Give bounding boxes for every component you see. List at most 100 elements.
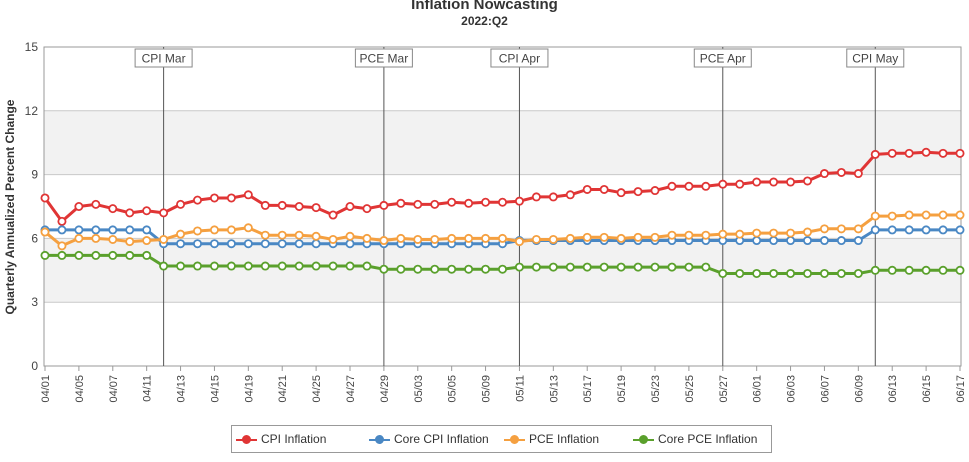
legend-item-core-cpi[interactable]: Core CPI Inflation	[369, 432, 489, 446]
data-point	[548, 262, 558, 272]
data-point	[345, 261, 355, 271]
legend-marker-icon	[236, 434, 257, 444]
data-point	[616, 188, 626, 198]
data-point	[786, 228, 796, 238]
data-point	[345, 231, 355, 241]
data-point	[481, 233, 491, 243]
data-point	[633, 232, 643, 242]
data-point	[345, 201, 355, 211]
legend-marker-icon	[369, 434, 390, 444]
data-point	[921, 225, 931, 235]
data-point	[413, 199, 423, 209]
data-point	[209, 239, 219, 249]
legend-item-pce[interactable]: PCE Inflation	[504, 432, 600, 446]
data-point	[667, 181, 677, 191]
data-point	[870, 225, 880, 235]
data-point	[836, 268, 846, 278]
data-point	[40, 227, 50, 237]
data-point	[803, 268, 813, 278]
release-label: CPI Mar	[142, 52, 186, 66]
data-point	[514, 262, 524, 272]
legend-item-cpi[interactable]: CPI Inflation	[236, 432, 327, 446]
data-point	[819, 268, 829, 278]
data-point	[786, 177, 796, 187]
data-point	[413, 264, 423, 274]
data-point	[328, 234, 338, 244]
data-point	[294, 239, 304, 249]
data-point	[938, 265, 948, 275]
x-tick-label: 04/25	[311, 375, 323, 403]
data-point	[481, 197, 491, 207]
data-point	[379, 236, 389, 246]
data-point	[887, 265, 897, 275]
data-point	[209, 193, 219, 203]
data-point	[125, 208, 135, 218]
data-point	[413, 234, 423, 244]
x-tick-label: 06/15	[921, 375, 933, 403]
data-point	[176, 239, 186, 249]
x-tick-label: 04/29	[379, 375, 391, 403]
legend-label: PCE Inflation	[527, 432, 600, 446]
data-point	[142, 225, 152, 235]
data-point	[91, 233, 101, 243]
legend-item-core-pce[interactable]: Core PCE Inflation	[633, 432, 758, 446]
data-point	[735, 179, 745, 189]
x-tick-label: 04/27	[345, 375, 357, 403]
data-point	[921, 265, 931, 275]
data-point	[176, 261, 186, 271]
data-point	[379, 264, 389, 274]
data-point	[430, 234, 440, 244]
data-point	[159, 208, 169, 218]
x-tick-label: 05/27	[718, 375, 730, 403]
data-point	[125, 250, 135, 260]
legend-marker-icon	[504, 434, 525, 444]
data-point	[684, 262, 694, 272]
data-point	[108, 204, 118, 214]
data-point	[633, 262, 643, 272]
data-point	[904, 148, 914, 158]
data-point	[260, 239, 270, 249]
data-point	[497, 264, 507, 274]
data-point	[938, 210, 948, 220]
data-point	[769, 268, 779, 278]
line-chart: 0 3 6 9 12 15 04/01 04/05 04/07 04/11 04/13 04/15 04…	[25, 40, 967, 403]
y-tick-label: 15	[25, 40, 39, 54]
x-tick-label: 06/03	[786, 375, 798, 403]
data-point	[277, 261, 287, 271]
data-point	[159, 261, 169, 271]
data-point	[176, 229, 186, 239]
plot-border	[43, 46, 962, 367]
data-point	[853, 236, 863, 246]
data-point	[260, 200, 270, 210]
data-point	[328, 210, 338, 220]
data-point	[311, 239, 321, 249]
data-point	[57, 216, 67, 226]
data-point	[887, 211, 897, 221]
x-tick-label: 06/07	[819, 375, 831, 403]
release-label: CPI Apr	[499, 52, 540, 66]
data-point	[142, 236, 152, 246]
data-point	[226, 225, 236, 235]
data-point	[819, 169, 829, 179]
data-point	[192, 195, 202, 205]
data-point	[548, 234, 558, 244]
x-tick-label: 05/17	[582, 375, 594, 403]
data-point	[836, 236, 846, 246]
data-point	[40, 193, 50, 203]
y-tick-label: 3	[31, 295, 38, 309]
data-point	[74, 201, 84, 211]
data-point	[311, 203, 321, 213]
data-point	[226, 193, 236, 203]
data-point	[396, 264, 406, 274]
x-tick-label: 05/03	[413, 375, 425, 403]
chart-legend: CPI Inflation Core CPI Inflation PCE Inf…	[231, 425, 772, 453]
data-point	[938, 148, 948, 158]
data-point	[243, 261, 253, 271]
x-tick-label: 05/11	[514, 375, 526, 402]
data-point	[277, 230, 287, 240]
x-tick-label: 05/23	[650, 375, 662, 403]
data-point	[565, 190, 575, 200]
data-point	[311, 231, 321, 241]
data-point	[633, 187, 643, 197]
data-point	[887, 148, 897, 158]
